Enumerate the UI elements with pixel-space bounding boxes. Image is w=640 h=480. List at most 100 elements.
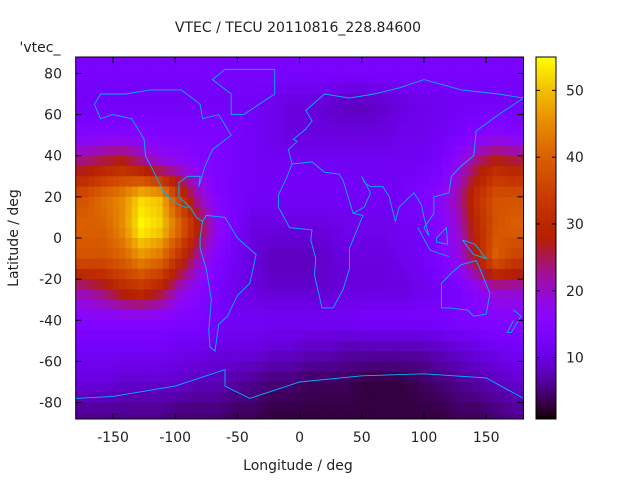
heatmap-cell bbox=[274, 371, 282, 383]
heatmap-cell bbox=[168, 268, 176, 280]
heatmap-cell bbox=[81, 351, 89, 363]
heatmap-cell bbox=[374, 340, 382, 352]
heatmap-cell bbox=[113, 248, 120, 260]
heatmap-cell bbox=[411, 186, 419, 198]
heatmap-cell bbox=[312, 289, 319, 301]
heatmap-cell bbox=[231, 309, 239, 321]
heatmap-cell bbox=[305, 145, 313, 157]
heatmap-cell bbox=[256, 238, 263, 249]
heatmap-cell bbox=[237, 227, 245, 239]
heatmap-cell bbox=[299, 104, 307, 116]
heatmap-cell bbox=[150, 176, 158, 188]
heatmap-cell bbox=[442, 227, 450, 239]
heatmap-cell bbox=[293, 392, 301, 404]
heatmap-cell bbox=[461, 57, 469, 64]
heatmap-cell bbox=[504, 217, 512, 229]
heatmap-cell bbox=[156, 330, 164, 342]
heatmap-cell bbox=[423, 135, 431, 147]
heatmap-cell bbox=[150, 83, 158, 95]
heatmap-cell bbox=[455, 351, 462, 363]
heatmap-cell bbox=[467, 114, 475, 126]
heatmap-cell bbox=[187, 73, 195, 85]
heatmap-cell bbox=[81, 227, 89, 239]
heatmap-cell bbox=[399, 289, 406, 301]
heatmap-cell bbox=[399, 124, 406, 136]
heatmap-cell bbox=[262, 63, 270, 75]
heatmap-cell bbox=[355, 392, 363, 404]
heatmap-cell bbox=[318, 217, 326, 229]
heatmap-cell bbox=[299, 402, 307, 414]
heatmap-cell bbox=[417, 320, 425, 332]
heatmap-cell bbox=[137, 279, 145, 291]
heatmap-cell bbox=[137, 340, 145, 352]
colorbar-swatch bbox=[536, 159, 556, 164]
heatmap-cell bbox=[324, 289, 332, 301]
heatmap-cell bbox=[299, 248, 307, 260]
x-tick-label: -50 bbox=[226, 430, 249, 446]
heatmap-cell bbox=[293, 402, 301, 414]
heatmap-cell bbox=[75, 289, 83, 301]
heatmap-cell bbox=[399, 351, 406, 363]
heatmap-cell bbox=[94, 330, 102, 342]
heatmap-cell bbox=[193, 207, 201, 219]
heatmap-cell bbox=[212, 309, 220, 321]
heatmap-cell bbox=[392, 320, 400, 332]
heatmap-cell bbox=[268, 412, 276, 419]
heatmap-cell bbox=[88, 361, 95, 373]
heatmap-cell bbox=[193, 63, 201, 75]
heatmap-cell bbox=[249, 381, 257, 393]
heatmap-cell bbox=[368, 207, 375, 219]
heatmap-cell bbox=[492, 340, 500, 352]
heatmap-cell bbox=[455, 412, 462, 419]
heatmap-cell bbox=[436, 94, 444, 105]
heatmap-cell bbox=[125, 320, 133, 332]
colorbar-swatch bbox=[536, 268, 556, 272]
heatmap-cell bbox=[249, 330, 257, 342]
heatmap-cell bbox=[392, 371, 400, 383]
heatmap-cell bbox=[517, 207, 524, 219]
heatmap-cell bbox=[175, 145, 183, 157]
heatmap-cell bbox=[293, 57, 301, 64]
heatmap-cell bbox=[218, 104, 226, 116]
heatmap-cell bbox=[181, 238, 189, 249]
heatmap-cell bbox=[200, 217, 207, 229]
heatmap-cell bbox=[100, 412, 108, 419]
heatmap-cell bbox=[224, 412, 232, 419]
heatmap-cell bbox=[318, 63, 326, 75]
heatmap-cell bbox=[88, 124, 95, 136]
heatmap-cell bbox=[168, 227, 176, 239]
heatmap-cell bbox=[479, 402, 487, 414]
heatmap-cell bbox=[100, 114, 108, 126]
heatmap-cell bbox=[411, 402, 419, 414]
heatmap-cell bbox=[411, 351, 419, 363]
heatmap-cell bbox=[336, 238, 344, 249]
heatmap-cell bbox=[193, 351, 201, 363]
heatmap-cell bbox=[417, 104, 425, 116]
heatmap-cell bbox=[318, 57, 326, 64]
heatmap-cell bbox=[256, 412, 263, 419]
heatmap-cell bbox=[405, 73, 413, 85]
heatmap-cell bbox=[380, 248, 388, 260]
heatmap-cell bbox=[100, 381, 108, 393]
heatmap-cell bbox=[113, 371, 120, 383]
heatmap-cell bbox=[399, 248, 406, 260]
heatmap-cell bbox=[100, 258, 108, 270]
heatmap-cell bbox=[274, 217, 282, 229]
heatmap-cell bbox=[249, 340, 257, 352]
heatmap-cell bbox=[343, 330, 350, 342]
heatmap-cell bbox=[100, 402, 108, 414]
heatmap-cell bbox=[175, 94, 183, 105]
heatmap-cell bbox=[293, 114, 301, 126]
heatmap-cell bbox=[268, 135, 276, 147]
key-label: 'vtec_ bbox=[20, 40, 62, 56]
heatmap-cell bbox=[455, 299, 462, 311]
heatmap-cell bbox=[405, 176, 413, 188]
heatmap-cell bbox=[299, 412, 307, 419]
heatmap-cell bbox=[287, 371, 294, 383]
colorbar-swatch bbox=[536, 225, 556, 230]
heatmap-cell bbox=[212, 63, 220, 75]
heatmap-cell bbox=[262, 330, 270, 342]
heatmap-cell bbox=[224, 135, 232, 147]
heatmap-cell bbox=[436, 145, 444, 157]
